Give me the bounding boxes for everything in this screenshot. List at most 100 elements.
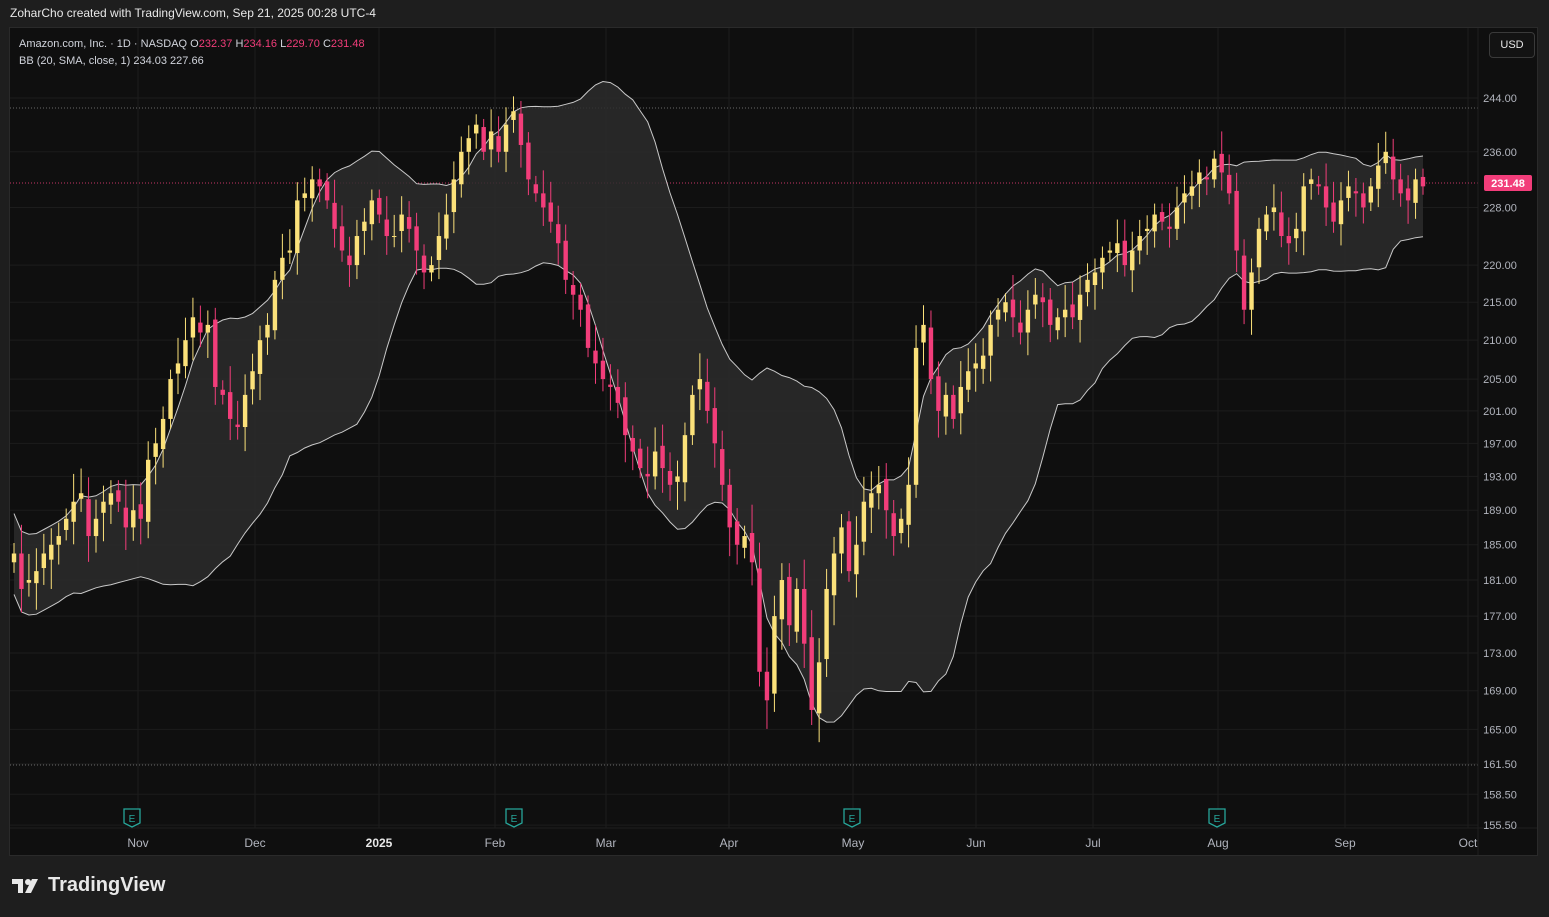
- legend-low-value: 229.70: [286, 38, 320, 50]
- earnings-icon[interactable]: E: [1208, 808, 1226, 828]
- candle-body: [414, 226, 419, 251]
- candle-body: [638, 448, 643, 469]
- candle-body: [11, 553, 17, 563]
- candle-body: [1212, 158, 1217, 180]
- candle-body: [1025, 309, 1031, 333]
- candle-body: [488, 131, 494, 150]
- candle-body: [608, 384, 613, 387]
- time-axis-label: Sep: [1334, 836, 1356, 850]
- candle-body: [1033, 294, 1038, 305]
- candle-body: [332, 202, 337, 229]
- candle-body: [354, 236, 360, 266]
- candle-body: [1152, 214, 1157, 232]
- candle-body: [809, 637, 814, 710]
- legend-open-value: 232.37: [198, 38, 233, 50]
- candle-body: [518, 113, 524, 145]
- candle-body: [734, 521, 740, 545]
- candle-body: [1204, 177, 1210, 180]
- candle-body: [287, 250, 293, 253]
- candle-body: [1234, 190, 1239, 251]
- price-axis-label: 169.00: [1483, 686, 1517, 698]
- candle-body: [749, 533, 755, 563]
- earnings-icon[interactable]: E: [123, 808, 141, 828]
- candle-body: [175, 363, 181, 374]
- price-axis-label: 185.00: [1483, 540, 1517, 552]
- price-axis-label: 228.00: [1483, 202, 1517, 214]
- svg-text:E: E: [849, 814, 856, 825]
- candle-body: [71, 501, 76, 522]
- candle-body: [459, 151, 464, 185]
- legend-close-label: C: [322, 38, 331, 50]
- currency-button[interactable]: USD: [1489, 32, 1535, 58]
- candle-body: [1376, 165, 1381, 189]
- candle-body: [660, 445, 665, 469]
- time-axis-label: Nov: [127, 836, 148, 850]
- candle-body: [921, 324, 926, 343]
- candle-body: [1107, 250, 1113, 253]
- candle-body: [667, 470, 673, 485]
- time-axis-label: Jul: [1085, 836, 1100, 850]
- candle-body: [466, 138, 471, 152]
- candle-body: [227, 392, 233, 419]
- candle-body: [1361, 193, 1366, 208]
- candle-body: [928, 327, 934, 380]
- price-axis-label: 189.00: [1483, 505, 1517, 517]
- last-price-tag: [1484, 175, 1532, 192]
- candle-body: [898, 518, 904, 534]
- candle-body: [1338, 200, 1344, 225]
- candle-body: [101, 501, 106, 513]
- candle-body: [615, 386, 621, 403]
- candle-body: [988, 324, 993, 356]
- candle-body: [242, 394, 248, 428]
- legend-ohlc-row: Amazon.com, Inc. · 1D · NASDAQ O232.37 H…: [19, 36, 365, 53]
- candle-body: [1048, 299, 1053, 325]
- legend-high-value: 234.16: [243, 38, 278, 50]
- candle-body: [399, 214, 404, 231]
- candle-body: [1271, 207, 1277, 213]
- candle-body: [145, 459, 151, 522]
- time-axis-label: Jun: [966, 836, 985, 850]
- candle-body: [1219, 153, 1224, 173]
- candle-body: [451, 179, 457, 213]
- earnings-icon[interactable]: E: [505, 808, 523, 828]
- candle-body: [787, 576, 792, 626]
- candle-body: [1323, 186, 1329, 208]
- candle-body: [1308, 179, 1314, 184]
- candle-body: [190, 317, 196, 338]
- candle-body: [481, 127, 486, 152]
- candle-body: [1390, 156, 1396, 180]
- candle-body: [198, 322, 203, 333]
- candle-body: [123, 507, 129, 528]
- price-chart[interactable]: 244.00 236.00 228.00 220.00 215.00 210.00 205.…: [10, 28, 1537, 855]
- time-axis-label: Oct: [1459, 836, 1478, 850]
- candle-body: [623, 397, 628, 436]
- chart-attribution: ZoharCho created with TradingView.com, S…: [10, 6, 376, 20]
- candle-body: [1018, 322, 1023, 333]
- chart-legend: Amazon.com, Inc. · 1D · NASDAQ O232.37 H…: [19, 36, 365, 70]
- candle-body: [1256, 228, 1262, 268]
- candle-body: [1182, 193, 1187, 203]
- candle-body: [1383, 151, 1388, 164]
- chart-panel[interactable]: 244.00 236.00 228.00 220.00 215.00 210.00 205.…: [9, 27, 1538, 856]
- candle-body: [78, 493, 84, 499]
- legend-open-label: O: [190, 38, 199, 50]
- legend-bb-lower: 227.66: [170, 55, 204, 67]
- candle-body: [1040, 297, 1045, 303]
- legend-bb-row: BB (20, SMA, close, 1) 234.03 227.66: [19, 53, 365, 70]
- candle-body: [757, 568, 762, 672]
- candle-body: [339, 226, 345, 251]
- candle-body: [720, 449, 725, 485]
- candle-body: [697, 379, 703, 390]
- earnings-icon[interactable]: E: [843, 808, 861, 828]
- candle-body: [131, 510, 136, 528]
- candle-body: [272, 279, 278, 331]
- candle-body: [86, 499, 91, 537]
- candle-body: [444, 214, 449, 239]
- candle-body: [250, 371, 255, 390]
- candle-body: [362, 221, 367, 231]
- candle-body: [205, 324, 211, 333]
- tradingview-footer[interactable]: TradingView: [12, 874, 165, 897]
- candle-body: [1413, 179, 1418, 203]
- price-axis-label: 220.00: [1483, 260, 1517, 272]
- candle-body: [585, 304, 591, 348]
